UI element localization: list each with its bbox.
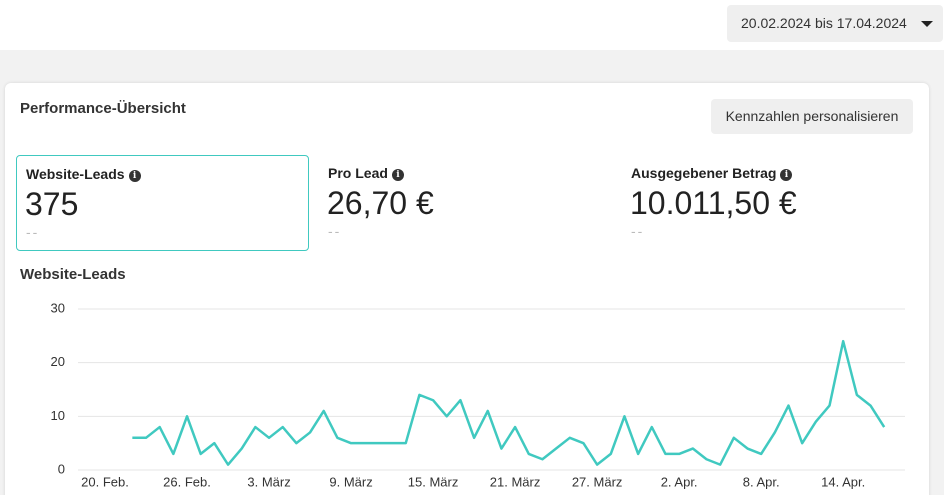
info-icon[interactable]: i bbox=[128, 170, 141, 182]
caret bbox=[921, 21, 933, 27]
kpi-label-row: Website-Leads i bbox=[26, 166, 141, 182]
kpi-card[interactable]: Website-Leads i 375 -- bbox=[16, 155, 309, 251]
kpi-change: -- bbox=[26, 224, 40, 240]
kpi-value: 10.011,50 € bbox=[630, 185, 797, 221]
x-tick-label: 21. März bbox=[490, 474, 541, 489]
x-tick-label: 26. Feb. bbox=[163, 474, 211, 489]
x-tick-label: 15. März bbox=[408, 474, 459, 489]
x-tick-label: 2. Apr. bbox=[661, 474, 698, 489]
kpi-label: Website-Leads bbox=[26, 166, 125, 182]
y-tick-label: 0 bbox=[58, 461, 65, 476]
y-tick-label: 30 bbox=[51, 300, 65, 315]
kpi-label-row: Ausgegebener Betrag i bbox=[631, 165, 793, 181]
personalize-button[interactable]: Kennzahlen personalisieren bbox=[711, 99, 913, 134]
x-tick-label: 27. März bbox=[572, 474, 623, 489]
kpi-label: Pro Lead bbox=[328, 165, 388, 181]
x-tick-label: 3. März bbox=[247, 474, 290, 489]
kpi-label: Ausgegebener Betrag bbox=[631, 165, 777, 181]
kpi-change: -- bbox=[328, 223, 342, 239]
kpi-value: 375 bbox=[25, 186, 79, 222]
y-tick-label: 10 bbox=[51, 408, 65, 423]
info-icon[interactable]: i bbox=[391, 169, 404, 181]
date-range: 20.02.2024 bis 17.04.2024 bbox=[741, 15, 907, 31]
chart-title: Website-Leads bbox=[20, 266, 126, 283]
kpi-card[interactable]: Pro Lead i 26,70 € -- bbox=[319, 155, 612, 251]
x-tick-label: 14. Apr. bbox=[821, 474, 865, 489]
data-line bbox=[132, 339, 886, 466]
kpi-value: 26,70 € bbox=[327, 185, 434, 221]
info-icon[interactable]: i bbox=[780, 169, 793, 181]
kpi-change: -- bbox=[631, 223, 645, 239]
x-tick-label: 8. Apr. bbox=[743, 474, 780, 489]
kpi-label-row: Pro Lead i bbox=[328, 165, 404, 181]
card-title: Performance-Übersicht bbox=[20, 100, 186, 117]
y-tick-label: 20 bbox=[51, 354, 65, 369]
date-range-picker[interactable]: 20.02.2024 bis 17.04.2024 bbox=[727, 5, 943, 42]
kpi-card[interactable]: Ausgegebener Betrag i 10.011,50 € -- bbox=[622, 155, 915, 251]
x-tick-label: 9. März bbox=[329, 474, 372, 489]
x-tick-label: 20. Feb. bbox=[81, 474, 129, 489]
